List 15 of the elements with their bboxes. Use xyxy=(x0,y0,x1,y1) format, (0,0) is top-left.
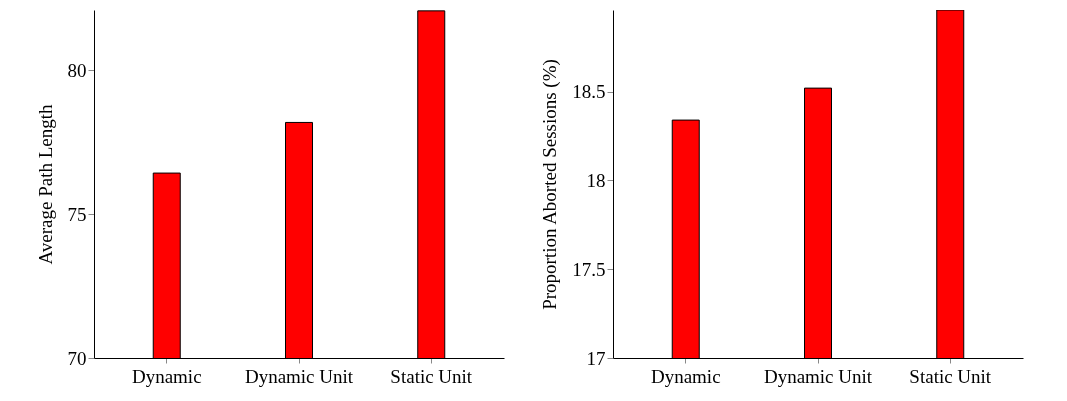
y-tick-label: 70 xyxy=(67,347,87,369)
x-tick-label: Dynamic Unit xyxy=(244,365,354,387)
x-tick-label: Static Unit xyxy=(390,365,473,387)
y-tick-label: 75 xyxy=(67,203,87,225)
y-tick-label: 17.5 xyxy=(572,258,606,280)
x-tick-label: Dynamic Unit xyxy=(763,365,873,387)
y-tick-label: 17 xyxy=(586,347,606,369)
y-tick-label: 80 xyxy=(67,59,87,81)
x-tick-label: Dynamic xyxy=(650,365,721,387)
y-axis-title: Average Path Length xyxy=(34,103,56,265)
y-tick-label: 18 xyxy=(586,169,606,191)
x-tick-label: Dynamic xyxy=(131,365,202,387)
y-tick-label: 18.5 xyxy=(572,81,606,103)
y-axis-title: Proportion Aborted Sessions (%) xyxy=(539,59,562,310)
x-tick-label: Static Unit xyxy=(909,365,992,387)
